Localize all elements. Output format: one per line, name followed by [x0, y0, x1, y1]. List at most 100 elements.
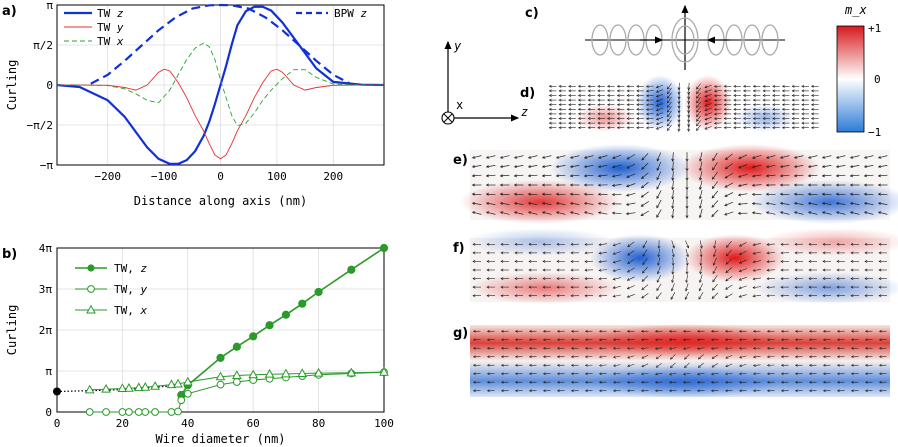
vector-arrow-head: [850, 268, 854, 272]
vector-arrow-head: [584, 380, 588, 384]
vector-arrow-head: [568, 98, 572, 102]
plot-b: 0 20 40 60 80 100 0 π 2π 3π 4π Wire diameter (nm) Cu…: [5, 242, 394, 446]
vector-arrow-head: [781, 98, 785, 102]
vector-arrow-head: [781, 94, 785, 97]
vector-arrow: [704, 98, 712, 102]
vector-arrow-head: [766, 346, 770, 350]
vector-arrow-head: [569, 192, 573, 196]
vector-arrow: [738, 183, 748, 187]
vector-arrow: [672, 161, 674, 171]
vector-arrow-head: [626, 346, 630, 350]
data-point: [281, 310, 290, 319]
vector-arrow-head: [641, 166, 645, 170]
vector-arrow: [700, 248, 702, 257]
x-tick-label: −200: [94, 170, 121, 183]
vector-arrow-head: [514, 329, 518, 333]
vector-arrow: [626, 212, 636, 215]
vector-arrow: [766, 252, 776, 254]
vector-arrow-head: [781, 126, 785, 130]
vector-arrow-head: [704, 94, 708, 98]
vector-arrow-head: [640, 372, 644, 376]
data-point: [347, 265, 356, 274]
vector-arrow: [641, 201, 649, 207]
vector-arrow-head: [612, 252, 616, 255]
vector-arrow-head: [793, 155, 798, 159]
vector-arrow-head: [780, 338, 784, 342]
vector-arrow-head: [640, 346, 644, 350]
vector-arrow-head: [577, 84, 581, 88]
vector-arrow-head: [733, 98, 737, 102]
vector-arrow-head: [597, 121, 601, 125]
vector-arrow: [752, 154, 762, 159]
vector-arrow-head: [765, 174, 769, 178]
vector-arrow-head: [742, 103, 746, 107]
vector-arrow-head: [801, 89, 805, 93]
vector-arrow-head: [723, 107, 727, 111]
vector-arrow-head: [587, 94, 591, 97]
y-tick-label: 3π: [39, 283, 53, 296]
vector-arrow-head: [704, 85, 708, 89]
vector-arrow-head: [762, 117, 766, 120]
vector-arrow: [711, 200, 719, 208]
series-line-bpw-z: [90, 3, 351, 85]
vector-arrow: [794, 211, 804, 215]
colorbar-label: m_x: [844, 3, 867, 17]
vector-arrow-head: [570, 355, 574, 359]
vector-arrow-head: [570, 268, 574, 272]
vector-arrow-head: [584, 294, 588, 298]
vector-arrow-head: [528, 338, 532, 342]
vector-arrow-head: [762, 89, 766, 93]
vector-arrow: [725, 373, 733, 375]
x-tick-label: −100: [151, 170, 178, 183]
vector-arrow: [780, 211, 790, 215]
vector-arrow: [697, 347, 705, 350]
vector-arrow-head: [486, 363, 490, 367]
vector-arrow-head: [765, 192, 769, 196]
vector-arrow-head: [772, 89, 776, 93]
vector-arrow: [656, 103, 664, 107]
vector-arrow-head: [616, 89, 620, 93]
vector-arrow: [688, 114, 690, 123]
vector-arrow-head: [696, 104, 699, 108]
vector-arrow-head: [528, 251, 532, 255]
vector-arrow-head: [835, 201, 840, 205]
vector-arrow: [766, 243, 776, 245]
vector-arrow-head: [528, 285, 532, 289]
vector-arrow-head: [598, 251, 602, 255]
vector-arrow: [714, 108, 722, 110]
vector-arrow: [656, 283, 662, 291]
data-point: [151, 408, 160, 416]
vector-arrow-head: [606, 117, 610, 120]
vector-arrow-head: [696, 127, 699, 131]
plot-a: −200 −100 0 100 200 −π −π/2 0 π/2 π Distance along…: [5, 0, 385, 208]
vector-arrow: [864, 202, 874, 205]
vector-arrow-head: [864, 259, 868, 263]
vector-arrow-head: [556, 294, 560, 298]
vector-arrow-head: [584, 329, 588, 333]
vector-arrow-head: [687, 105, 691, 109]
data-point: [166, 379, 177, 389]
vector-arrow-head: [779, 174, 783, 178]
vector-arrow-head: [808, 363, 812, 367]
vector-arrow-head: [577, 107, 581, 111]
vector-arrow: [725, 293, 733, 298]
vector-arrow-head: [616, 94, 620, 97]
vector-arrow-head: [864, 242, 868, 246]
vector-arrow: [627, 276, 635, 281]
vector-arrow-head: [641, 278, 645, 282]
axis-x-label: x: [456, 98, 463, 112]
vector-arrow: [486, 174, 496, 177]
vector-arrow-head: [794, 380, 798, 384]
vector-arrow-head: [808, 389, 812, 393]
vector-arrow-head: [704, 117, 708, 121]
vector-arrow-head: [808, 372, 812, 376]
vector-arrow-head: [878, 329, 882, 333]
vector-arrow-head: [752, 94, 756, 97]
vector-arrow: [542, 202, 552, 205]
vector-arrow-head: [541, 192, 545, 196]
vector-arrow: [685, 291, 689, 300]
vector-arrow-head: [577, 126, 581, 130]
vector-arrow: [712, 152, 718, 161]
vector-arrow: [514, 165, 524, 168]
vector-arrow-head: [472, 363, 476, 367]
